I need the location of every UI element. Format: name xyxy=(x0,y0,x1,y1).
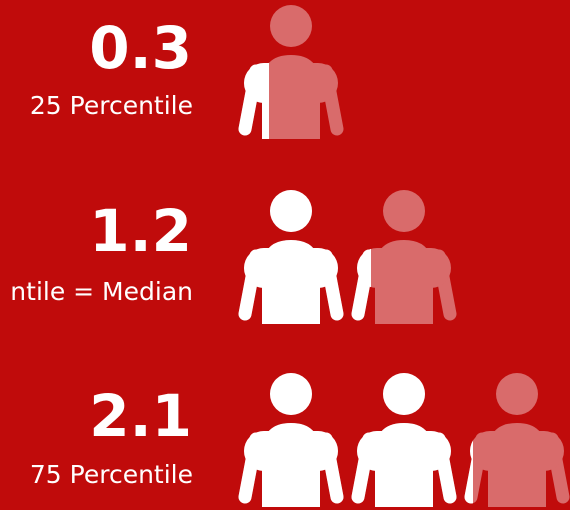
person-icon xyxy=(238,373,344,507)
value-label: 0.3 xyxy=(89,14,192,82)
category-label: 75 Percentile xyxy=(30,460,193,489)
person-icon xyxy=(464,440,473,504)
person-icon xyxy=(351,248,371,321)
person-icon-empty xyxy=(351,190,457,324)
category-label: ntile = Median xyxy=(10,277,193,306)
person-icon xyxy=(238,62,269,139)
person-icon xyxy=(238,190,344,324)
value-label: 1.2 xyxy=(89,197,192,265)
value-label: 2.1 xyxy=(89,382,192,450)
category-label: 25 Percentile xyxy=(30,91,193,120)
person-icon xyxy=(351,373,457,507)
person-icon-empty xyxy=(464,373,570,507)
